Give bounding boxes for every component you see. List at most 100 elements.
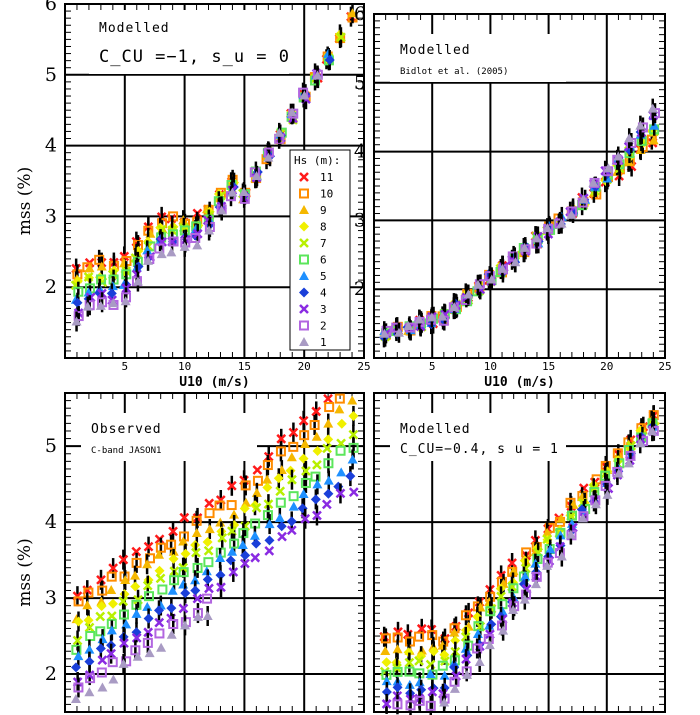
data-point-hs-5 <box>106 625 117 635</box>
data-point-hs-10 <box>131 557 142 568</box>
data-point-hs-1 <box>192 240 203 250</box>
data-point-hs-7 <box>287 474 297 485</box>
data-point-hs-5 <box>142 245 153 255</box>
data-point-hs-6 <box>335 445 346 456</box>
data-point-hs-3 <box>286 525 297 536</box>
data-point-hs-5 <box>249 530 260 540</box>
y-tick-label: 4 <box>45 511 57 533</box>
data-point-hs-1 <box>603 163 614 173</box>
data-point-hs-1 <box>216 205 227 215</box>
legend-marker <box>299 271 309 280</box>
data-point-hs-8 <box>450 635 461 646</box>
data-point-hs-5 <box>545 544 556 554</box>
data-point-hs-1 <box>108 674 119 684</box>
data-point-hs-8 <box>239 503 250 514</box>
data-point-hs-9 <box>251 487 262 497</box>
data-point-hs-1 <box>530 579 541 589</box>
data-point-hs-3 <box>321 499 332 510</box>
data-point-hs-8 <box>130 581 141 592</box>
data-point-hs-4 <box>345 471 356 482</box>
data-point-hs-6 <box>288 491 299 502</box>
data-point-hs-1 <box>556 218 567 228</box>
data-point-hs-3 <box>119 638 129 649</box>
x-tick-label: 25 <box>357 360 370 373</box>
data-point-hs-10 <box>324 402 335 413</box>
data-point-hs-6 <box>95 626 106 637</box>
data-point-hs-1 <box>393 327 404 337</box>
data-point-hs-7 <box>191 547 201 558</box>
data-point-hs-8 <box>107 598 118 609</box>
data-point-hs-2 <box>472 643 483 654</box>
data-point-hs-4 <box>324 55 335 66</box>
data-point-hs-2 <box>414 695 425 706</box>
legend-marker <box>299 304 309 314</box>
data-point-hs-10 <box>106 571 117 582</box>
data-point-hs-1 <box>132 651 143 661</box>
data-point-hs-8 <box>262 482 273 493</box>
legend-label: 3 <box>320 303 327 316</box>
data-point-hs-8 <box>348 410 359 421</box>
data-point-hs-1 <box>192 611 203 621</box>
data-point-hs-11 <box>252 465 263 475</box>
data-point-hs-9 <box>154 549 165 559</box>
x-tick-label: 20 <box>298 360 311 373</box>
data-point-hs-1 <box>588 177 599 187</box>
data-point-hs-5 <box>439 670 450 680</box>
data-point-hs-6 <box>178 567 189 578</box>
data-point-hs-5 <box>312 479 323 489</box>
data-point-hs-4 <box>215 570 226 581</box>
data-point-hs-11 <box>179 512 190 523</box>
data-point-hs-1 <box>542 560 553 570</box>
data-point-hs-11 <box>323 393 333 404</box>
data-point-hs-11 <box>108 563 119 573</box>
data-point-hs-2 <box>190 232 201 243</box>
data-point-hs-1 <box>287 107 298 117</box>
annotation-box <box>390 413 566 461</box>
data-point-hs-8 <box>381 657 392 668</box>
data-point-hs-5 <box>381 676 392 686</box>
data-point-hs-7 <box>263 499 274 510</box>
data-point-hs-5 <box>298 488 309 498</box>
data-point-hs-1 <box>463 289 474 299</box>
data-point-hs-1 <box>156 249 167 259</box>
data-point-hs-9 <box>120 575 131 585</box>
legend-marker <box>299 221 309 232</box>
data-point-hs-10 <box>166 539 177 550</box>
data-point-hs-6 <box>71 644 82 655</box>
data-point-hs-1 <box>120 296 131 306</box>
data-point-hs-10 <box>94 254 105 265</box>
data-point-hs-9 <box>204 524 215 534</box>
data-point-hs-7 <box>95 611 106 622</box>
annotation-box <box>89 10 289 74</box>
data-point-hs-1 <box>472 279 483 289</box>
data-point-hs-4 <box>70 662 81 673</box>
data-point-hs-11 <box>154 534 165 545</box>
data-point-hs-7 <box>217 532 228 543</box>
data-point-hs-1 <box>439 697 450 707</box>
data-point-hs-2 <box>154 628 165 639</box>
data-point-hs-2 <box>96 667 107 678</box>
data-point-hs-1 <box>484 640 495 650</box>
data-point-hs-4 <box>310 494 321 505</box>
data-point-hs-1 <box>82 301 93 311</box>
data-point-hs-7 <box>106 611 117 621</box>
data-point-hs-1 <box>132 276 143 286</box>
data-point-hs-1 <box>462 669 473 679</box>
data-point-hs-3 <box>240 558 250 569</box>
data-point-hs-10 <box>334 393 345 404</box>
data-point-hs-9 <box>286 452 297 462</box>
data-point-hs-1 <box>299 90 310 100</box>
legend-marker <box>299 205 309 214</box>
data-point-hs-9 <box>241 497 252 507</box>
data-point-hs-11 <box>118 554 129 565</box>
legend-label: 7 <box>320 237 327 250</box>
data-point-hs-1 <box>519 242 530 252</box>
data-point-hs-10 <box>309 419 320 430</box>
data-point-hs-6 <box>310 471 321 482</box>
annotation-line: Modelled <box>400 43 471 58</box>
data-point-hs-7 <box>322 443 332 454</box>
data-point-hs-11 <box>131 546 142 557</box>
data-point-hs-10 <box>226 500 237 511</box>
data-point-hs-2 <box>73 311 84 322</box>
data-point-hs-10 <box>299 430 310 441</box>
